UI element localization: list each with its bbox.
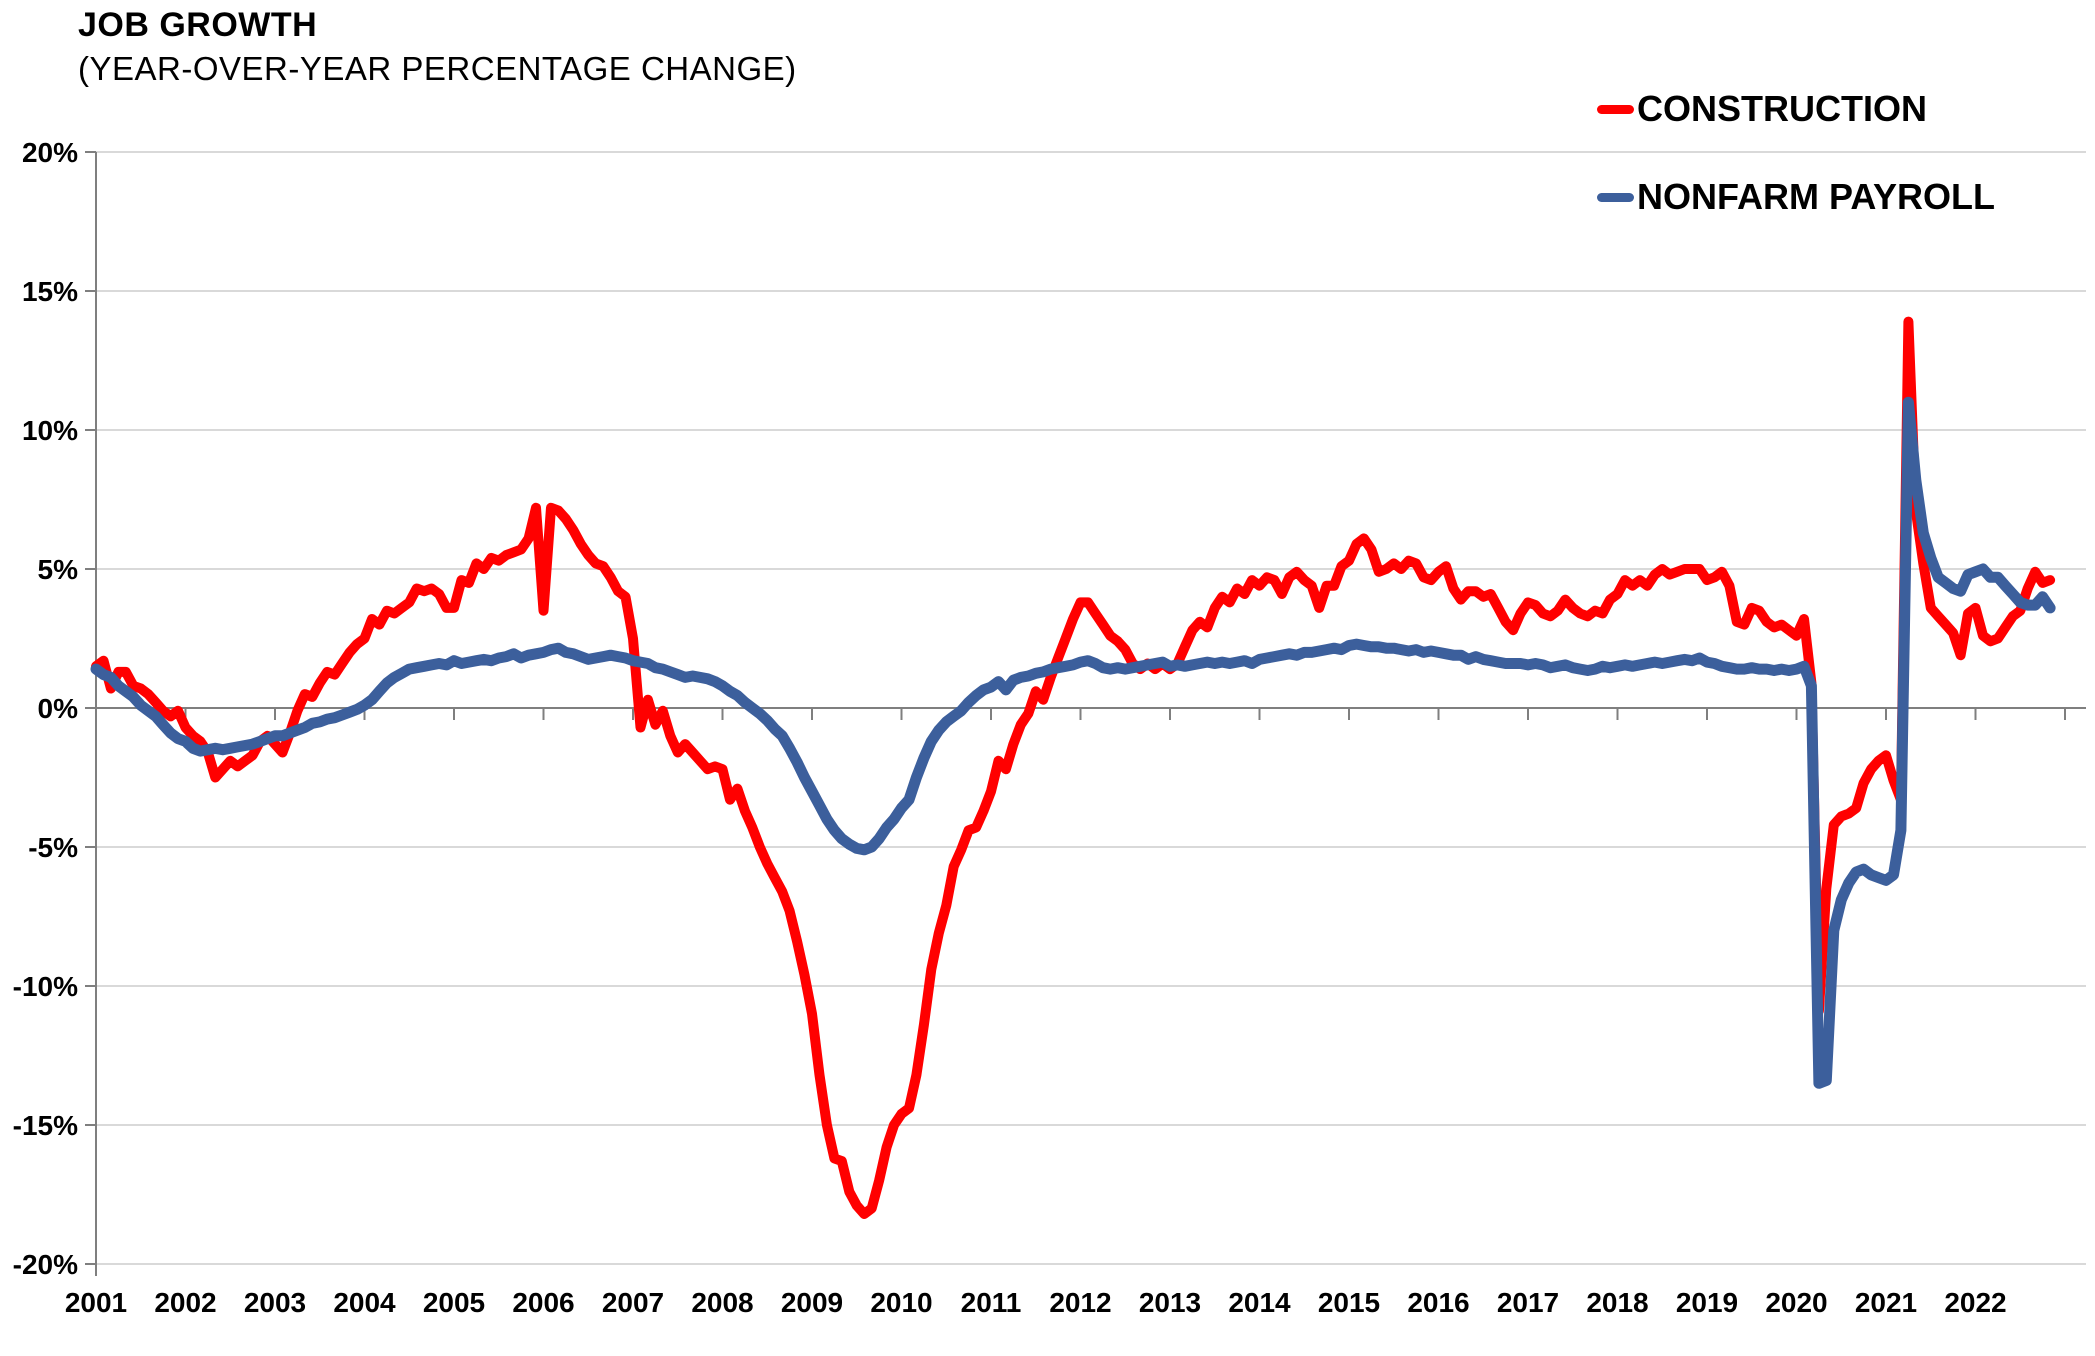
construction-line — [91, 316, 2056, 1219]
x-tick-label: 2009 — [781, 1287, 843, 1318]
y-axis — [85, 151, 97, 1276]
x-tick-label: 2010 — [870, 1287, 932, 1318]
x-tick-label: 2007 — [602, 1287, 664, 1318]
x-tick-label: 2011 — [961, 1287, 1022, 1318]
nonfarm-payroll-line — [90, 396, 2056, 1089]
x-tick-label: 2020 — [1765, 1287, 1827, 1318]
x-tick-label: 2012 — [1049, 1287, 1111, 1318]
y-tick-label: 0% — [38, 693, 79, 724]
x-tick-label: 2008 — [691, 1287, 753, 1318]
chart-subtitle: (YEAR-OVER-YEAR PERCENTAGE CHANGE) — [78, 50, 797, 87]
x-tick-label: 2006 — [512, 1287, 574, 1318]
y-tick-label: 20% — [22, 137, 78, 168]
legend-item-nonfarm-payroll: NONFARM PAYROLL — [1597, 172, 1995, 222]
y-tick-label: 5% — [38, 554, 79, 585]
y-tick-label: -20% — [13, 1249, 78, 1280]
chart-title: JOB GROWTH — [78, 6, 318, 44]
x-tick-label: 2015 — [1318, 1287, 1380, 1318]
y-tick-label: -15% — [13, 1110, 78, 1141]
y-tick-label: -5% — [28, 832, 78, 863]
construction-line-swatch — [1597, 104, 1634, 114]
legend: CONSTRUCTION NONFARM PAYROLL — [1597, 84, 1995, 260]
x-tick-label: 2013 — [1139, 1287, 1201, 1318]
x-tick-label: 2004 — [333, 1287, 396, 1318]
gridlines — [96, 151, 2086, 1265]
y-tick-label: -10% — [13, 971, 78, 1002]
x-tick-label: 2002 — [154, 1287, 216, 1318]
nonfarm-payroll-line-swatch — [1597, 192, 1634, 202]
y-axis-labels: 20% 15% 10% 5% 0% -5% -10% -15% -20% — [13, 137, 78, 1280]
y-tick-label: 10% — [22, 415, 78, 446]
x-tick-label: 2016 — [1407, 1287, 1469, 1318]
x-axis-labels: 2001 2002 2003 2004 2005 2006 2007 2008 2009 2010… — [65, 1287, 2007, 1318]
x-tick-label: 2003 — [244, 1287, 306, 1318]
x-tick-label: 2018 — [1586, 1287, 1648, 1318]
y-tick-label: 15% — [22, 276, 78, 307]
x-tick-label: 2005 — [423, 1287, 485, 1318]
x-tick-label: 2022 — [1944, 1287, 2006, 1318]
x-tick-label: 2021 — [1855, 1287, 1917, 1318]
x-tick-label: 2019 — [1676, 1287, 1738, 1318]
x-tick-label: 2017 — [1497, 1287, 1559, 1318]
legend-label-nonfarm-payroll: NONFARM PAYROLL — [1637, 176, 1996, 217]
x-tick-label: 2001 — [65, 1287, 127, 1318]
x-tick-label: 2014 — [1228, 1287, 1291, 1318]
legend-label-construction: CONSTRUCTION — [1637, 88, 1927, 129]
legend-item-construction: CONSTRUCTION — [1597, 84, 1995, 134]
x-axis — [95, 707, 2086, 720]
